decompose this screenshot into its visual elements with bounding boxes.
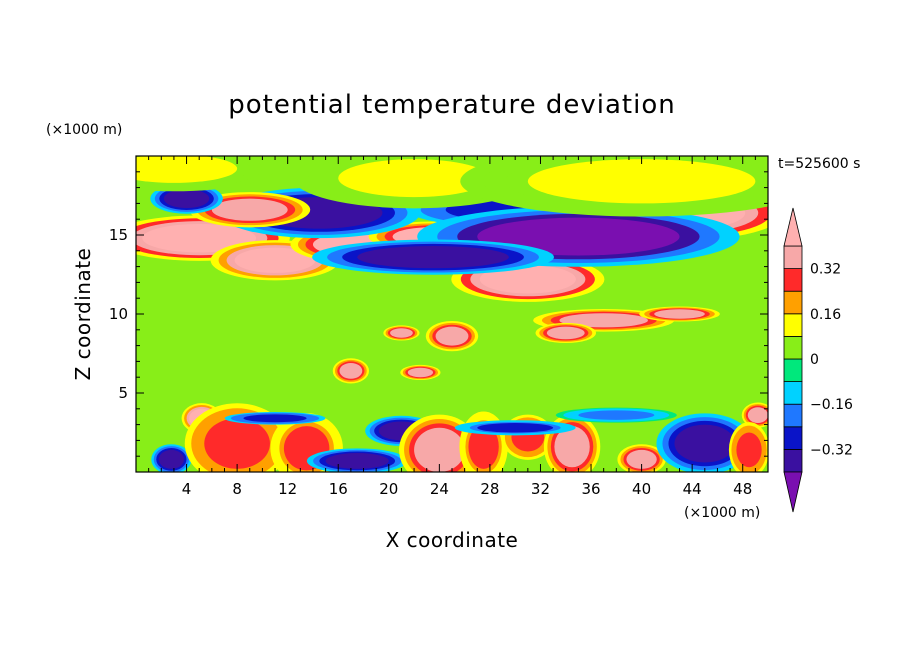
contour-band: [626, 449, 657, 469]
contour-feature: [639, 306, 720, 322]
x-tick-label: 36: [581, 480, 600, 498]
contour-band: [339, 362, 363, 379]
contour-band: [479, 265, 576, 294]
contour-feature: [383, 325, 420, 341]
y-unit-label: (×1000 m): [46, 122, 122, 138]
contour-band: [578, 410, 655, 420]
x-tick-label: 44: [683, 480, 702, 498]
contour-band: [142, 223, 257, 253]
x-axis-label: X coordinate: [386, 528, 519, 552]
colorbar-extend-top: [783, 207, 803, 247]
y-tick-label: 15: [109, 226, 128, 244]
contour-band: [674, 424, 736, 463]
x-tick-label: 8: [232, 480, 242, 498]
contour-feature: [555, 407, 677, 423]
colorbar-band: [783, 381, 803, 405]
contour-band: [158, 449, 185, 469]
contour-band: [407, 367, 434, 378]
contour-band: [234, 247, 316, 273]
contour-feature: [312, 239, 554, 275]
contour-feature: [656, 413, 754, 472]
chart-title: potential temperature deviation: [228, 90, 675, 120]
x-tick-label: 16: [329, 480, 348, 498]
contour-feature: [184, 403, 290, 472]
colorbar-band: [783, 313, 803, 337]
contour-band: [477, 423, 554, 433]
colorbar-tick-label: 0.16: [810, 307, 841, 323]
x-tick-label: 4: [182, 480, 192, 498]
x-tick-label: 48: [733, 480, 752, 498]
contour-feature: [454, 420, 576, 436]
x-tick-label: 12: [278, 480, 297, 498]
y-axis-label: Z coordinate: [71, 248, 95, 381]
contour-feature: [535, 322, 596, 344]
contour-band: [136, 156, 238, 183]
x-axis: 4 8 12 16 20 24 28 32 36 40 44 48: [148, 156, 769, 498]
y-tick-label: 5: [118, 384, 128, 402]
contour-band: [325, 453, 389, 469]
colorbar-band: [783, 335, 803, 360]
contour-feature: [189, 192, 311, 228]
colorbar-extend-bottom: [783, 471, 803, 513]
contour-feature: [136, 156, 275, 192]
contour-band: [243, 414, 307, 423]
contour-feature: [425, 321, 479, 352]
contour-feature: [741, 402, 768, 428]
colorbar-tick-label: 0.32: [810, 262, 841, 278]
contour-band: [654, 309, 705, 319]
contour-band: [204, 418, 270, 469]
contour-band: [390, 328, 413, 338]
colorbar-band: [783, 358, 803, 383]
contour-feature: [728, 422, 768, 472]
colorbar-tick-label: −0.16: [810, 397, 853, 413]
contour-feature: [151, 444, 192, 472]
x-tick-label: 40: [632, 480, 651, 498]
contour-band: [435, 326, 469, 346]
contour-band: [468, 424, 499, 469]
colorbar: 0.32 0.16 0 −0.16 −0.32: [783, 207, 853, 513]
colorbar-band: [783, 245, 803, 270]
colorbar-band: [783, 426, 803, 450]
contour-band: [554, 426, 590, 468]
colorbar-tick-label: −0.32: [810, 442, 853, 458]
contour-band: [527, 159, 756, 204]
x-tick-label: 28: [480, 480, 499, 498]
contour-feature: [306, 448, 408, 472]
contour-band: [357, 246, 509, 269]
contour-feature: [617, 444, 666, 472]
contour-band: [559, 313, 648, 328]
colorbar-band: [783, 290, 803, 315]
contour-band: [477, 217, 680, 256]
colorbar-band: [783, 403, 803, 428]
contour-band: [211, 198, 288, 221]
contour-band: [546, 326, 585, 340]
time-label: t=525600 s: [778, 156, 860, 172]
x-tick-label: 20: [379, 480, 398, 498]
colorbar-band: [783, 448, 803, 473]
x-unit-label: (×1000 m): [684, 505, 760, 521]
y-axis: 5 10 15: [109, 171, 768, 457]
contour-band: [163, 189, 210, 209]
contour-feature: [400, 364, 441, 381]
contour-band: [338, 159, 490, 198]
colorbar-band: [783, 268, 803, 292]
contour-band: [736, 432, 762, 468]
x-tick-label: 32: [531, 480, 550, 498]
contour-field: [136, 156, 768, 472]
x-tick-label: 24: [430, 480, 449, 498]
contour-feature: [332, 358, 370, 384]
contour-band: [747, 407, 768, 424]
contour-band: [414, 427, 465, 472]
contour-feature: [224, 411, 326, 425]
colorbar-tick-label: 0: [810, 352, 819, 368]
contour-feature: [460, 156, 768, 217]
y-tick-label: 10: [109, 305, 128, 323]
